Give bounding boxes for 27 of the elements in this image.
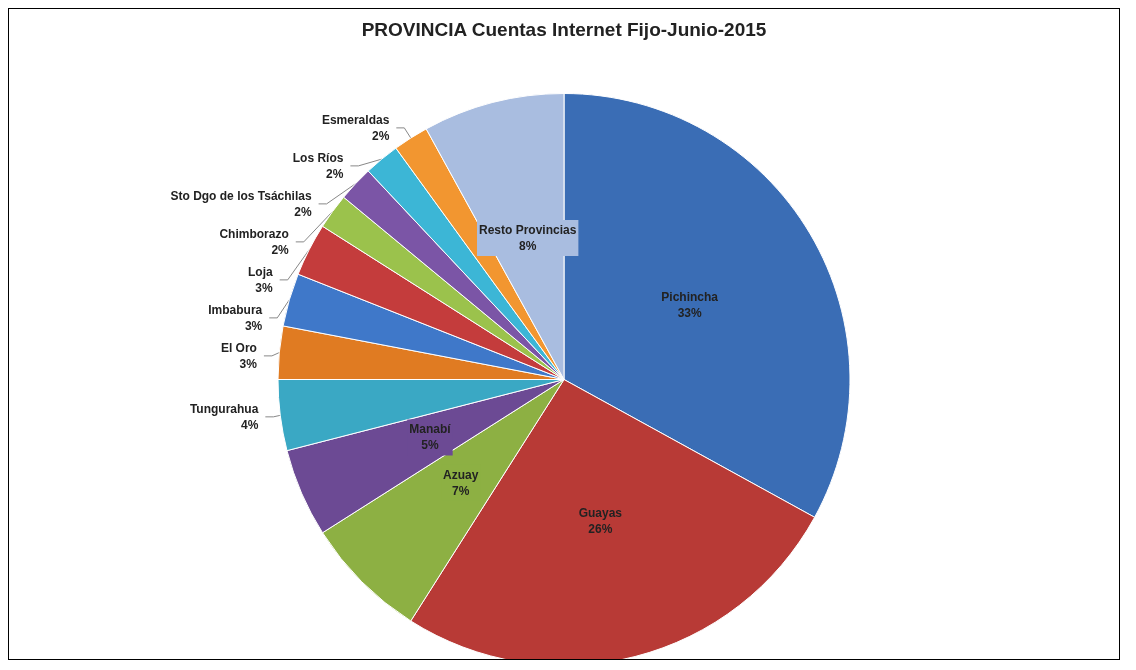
chart-title: PROVINCIA Cuentas Internet Fijo-Junio-2015 xyxy=(361,19,767,40)
data-label: 2% xyxy=(271,242,290,257)
slice-label: Chimborazo xyxy=(219,226,289,241)
slice-label: Resto Provincias xyxy=(479,223,577,238)
data-label: 2% xyxy=(294,204,312,219)
data-label: 8% xyxy=(519,239,537,254)
slice-label: Guayas xyxy=(578,505,623,520)
data-label: 3% xyxy=(239,356,258,371)
data-label: 5% xyxy=(421,438,440,453)
slice-label: Imbabura xyxy=(208,302,263,317)
slice-label: Pichincha xyxy=(661,290,719,305)
slice-label: Sto Dgo de los Tsáchilas xyxy=(170,188,312,203)
data-label: 33% xyxy=(677,306,702,321)
data-label: 3% xyxy=(244,318,263,333)
data-label: 4% xyxy=(241,417,259,432)
slice-label: El Oro xyxy=(220,340,257,355)
slice-label: Esmeraldas xyxy=(321,112,390,127)
slice-label: Tungurahua xyxy=(189,401,259,416)
slice-label: Manabí xyxy=(409,422,452,437)
data-label: 7% xyxy=(452,483,470,498)
slice-label: Los Ríos xyxy=(292,150,344,165)
slice-label: Loja xyxy=(248,264,274,279)
data-label: 2% xyxy=(326,166,344,181)
data-label: 2% xyxy=(371,128,390,143)
slice-label: Azuay xyxy=(443,467,479,482)
data-label: 3% xyxy=(255,280,274,295)
data-label: 26% xyxy=(588,521,613,536)
